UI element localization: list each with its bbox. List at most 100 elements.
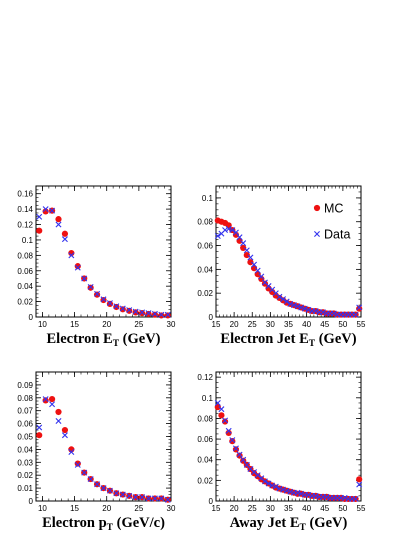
y-tick-label: 0.08: [17, 394, 33, 403]
y-tick-label: 0.04: [17, 445, 33, 454]
data-point: [283, 298, 290, 305]
y-tick-label: 0: [29, 313, 34, 322]
mc-point: [221, 418, 229, 425]
series-data: [36, 206, 171, 318]
y-tick-label: 0: [209, 313, 214, 322]
data-point: [312, 492, 319, 499]
data-point: [319, 309, 326, 316]
data-point: [287, 300, 294, 307]
y-tick-label: 0: [29, 497, 34, 506]
x-tick-label: 30: [266, 320, 275, 329]
data-point: [94, 290, 101, 297]
data-point: [232, 445, 239, 452]
x-tick-label: 55: [357, 320, 366, 329]
x-tick-label: 45: [320, 320, 329, 329]
x-tick-label: 55: [357, 504, 366, 513]
y-tick-label: 0.04: [197, 265, 213, 274]
x-tick-label: 20: [230, 320, 239, 329]
data-point: [126, 492, 133, 499]
data-point: [42, 396, 49, 403]
y-tick-label: 0.04: [197, 456, 213, 465]
data-point: [126, 307, 133, 314]
x-axis-label: Electron ET (GeV): [47, 331, 161, 349]
data-point: [254, 267, 261, 274]
mc-point: [42, 208, 49, 215]
mc-point: [36, 432, 43, 439]
data-point: [287, 488, 294, 495]
data-point: [61, 236, 68, 243]
y-tick-label: 0.1: [22, 236, 34, 245]
x-tick-label: 50: [338, 320, 347, 329]
plot-frame: [35, 371, 172, 502]
plot-frame: [215, 371, 362, 502]
data-point: [301, 305, 308, 312]
data-point: [225, 225, 232, 232]
y-tick-label: 0.04: [17, 282, 33, 291]
data-point: [87, 283, 94, 290]
data-point: [119, 491, 126, 498]
data-point: [352, 311, 359, 318]
data-point: [294, 489, 301, 496]
y-tick-label: 0.02: [197, 289, 213, 298]
data-point: [164, 311, 171, 318]
data-point: [265, 480, 272, 487]
data-point: [113, 303, 120, 310]
chart-panel-4: 0 0.02 0.04 0.06 0.08 0.1 0.12 15 20 25 30 35 40 45 50…: [197, 371, 366, 533]
data-point: [356, 304, 363, 311]
y-tick-label: 0.02: [17, 298, 33, 307]
data-point: [276, 485, 283, 492]
x-axis-label: Away Jet ET (GeV): [230, 515, 348, 533]
mc-point: [36, 227, 43, 234]
x-tick-label: 15: [212, 320, 221, 329]
data-point: [139, 494, 146, 501]
x-tick-label: 40: [302, 320, 311, 329]
data-point: [81, 275, 88, 282]
data-point: [158, 495, 165, 502]
x-tick-label: 15: [70, 504, 79, 513]
x-axis-label: Electron Jet ET (GeV): [220, 331, 356, 349]
data-point: [100, 296, 107, 303]
x-tick-label: 25: [134, 504, 143, 513]
data-point: [68, 448, 75, 455]
y-tick-label: 0.1: [202, 394, 214, 403]
mc-point: [232, 446, 240, 453]
x-tick-label: 30: [167, 504, 176, 513]
data-point: [55, 418, 62, 425]
mc-point: [55, 216, 62, 223]
data-point: [283, 487, 290, 494]
mc-point: [247, 259, 254, 266]
data-point: [74, 461, 81, 468]
y-tick-label: 0.1: [202, 194, 214, 203]
x-tick-label: 35: [284, 320, 293, 329]
data-point: [341, 494, 348, 501]
mc-point: [214, 403, 221, 411]
data-point: [132, 494, 139, 501]
data-point: [164, 496, 171, 503]
series-data: [214, 399, 363, 502]
data-point: [106, 300, 113, 307]
data-point: [258, 273, 265, 280]
y-tick-label: 0.14: [17, 205, 33, 214]
data-point: [330, 310, 337, 317]
data-point: [214, 399, 221, 406]
data-point: [290, 302, 297, 309]
mc-point: [218, 412, 225, 419]
y-tick-label: 0.05: [17, 433, 33, 442]
data-point: [151, 310, 158, 317]
data-point: [243, 247, 250, 254]
legend-label-mc: MC: [324, 202, 343, 216]
y-tick-label: 0.08: [197, 414, 213, 423]
y-tick-label: 0.12: [17, 221, 33, 230]
y-tick-label: 0.02: [17, 471, 33, 480]
chart-panel-3: 0 0.01 0.02 0.03 0.04 0.05 0.06 0.07 0.08 0.09 10 1…: [17, 371, 176, 533]
data-point: [225, 427, 232, 434]
data-point: [269, 482, 276, 489]
mc-point: [74, 263, 81, 270]
y-tick-label: 0.06: [17, 267, 33, 276]
mc-point: [61, 426, 69, 434]
y-tick-label: 0.12: [197, 373, 213, 382]
x-tick-label: 50: [338, 504, 347, 513]
x-tick-label: 10: [38, 320, 47, 329]
y-tick-label: 0.16: [17, 190, 33, 199]
mc-point: [229, 438, 236, 445]
